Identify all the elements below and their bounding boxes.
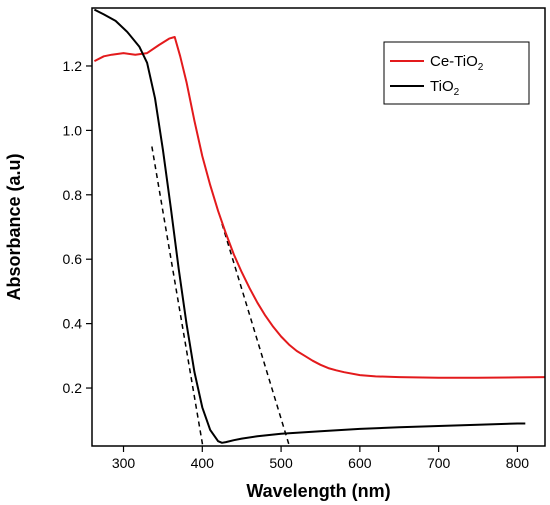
legend: Ce-TiO2 TiO2 [383, 41, 530, 105]
x-tick-label-500: 500 [269, 455, 293, 471]
y-tick-label-0.4: 0.4 [63, 316, 83, 332]
series-line-ce-tio2 [93, 36, 545, 379]
x-tick-label-700: 700 [427, 455, 451, 471]
y-axis-title: Absorbance (a.u) [4, 153, 24, 300]
tangent-line-1 [221, 223, 291, 446]
legend-label-ce-tio2-main: Ce-TiO [430, 53, 478, 70]
legend-label-ce-tio2: Ce-TiO2 [430, 53, 484, 73]
series-layer [93, 8, 545, 446]
y-tick-label-1: 1.0 [63, 122, 83, 138]
legend-box [383, 41, 530, 105]
tangent-line-0 [151, 146, 204, 446]
tick-layer: 300 400 500 600 700 800 0.2 0.4 0.6 0.8 1.0 1.2 [63, 58, 530, 471]
y-tick-label-1.2: 1.2 [63, 58, 83, 74]
legend-label-tio2: TiO2 [430, 78, 460, 98]
x-axis-title: Wavelength (nm) [246, 481, 390, 501]
y-tick-label-0.2: 0.2 [63, 380, 83, 396]
x-tick-label-300: 300 [112, 455, 136, 471]
x-tick-label-400: 400 [191, 455, 215, 471]
series-line-tio2 [93, 8, 526, 444]
legend-label-ce-tio2-sub: 2 [478, 62, 484, 73]
plot-frame [91, 7, 546, 447]
y-tick-label-0.6: 0.6 [63, 251, 83, 267]
x-tick-label-600: 600 [348, 455, 372, 471]
y-tick-label-0.8: 0.8 [63, 187, 83, 203]
x-tick-label-800: 800 [506, 455, 530, 471]
legend-label-tio2-main: TiO [430, 78, 454, 95]
legend-label-tio2-sub: 2 [454, 87, 460, 98]
